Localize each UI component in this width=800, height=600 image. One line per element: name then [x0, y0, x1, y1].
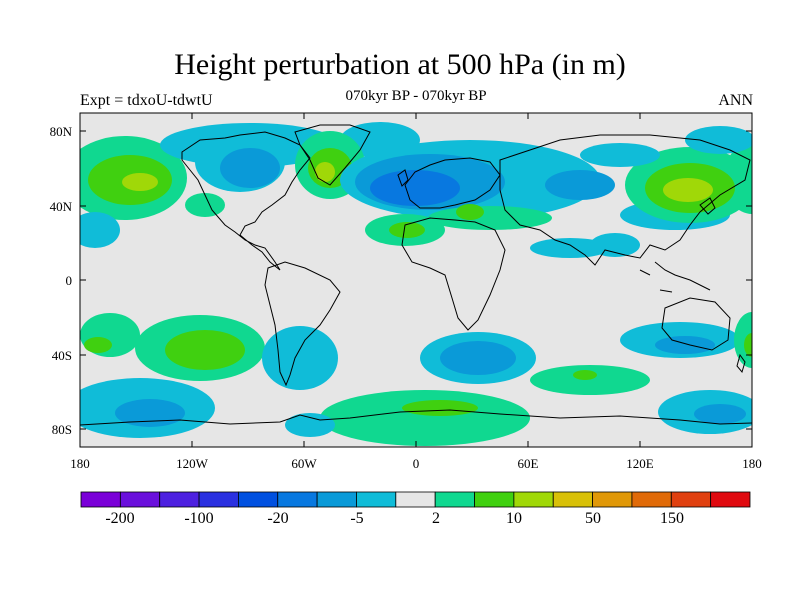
- colorbar-label: 2: [432, 510, 440, 527]
- coast-africa: [401, 217, 506, 331]
- colorbar-label: 50: [585, 510, 601, 527]
- x-tick-label: 180: [70, 456, 90, 471]
- anomaly-south-atlantic: [420, 332, 536, 384]
- anomaly-northeast-asia: [580, 126, 752, 223]
- anomaly-alaska: [185, 193, 225, 217]
- y-tick-label: 80N: [50, 124, 73, 139]
- colorbar-swatch: [434, 491, 475, 508]
- x-tick-label: 120E: [626, 456, 654, 471]
- coast-new-zealand: [736, 353, 746, 374]
- colorbar-swatch: [238, 491, 279, 508]
- experiment-label: Expt = tdxoU-tdwtU: [80, 92, 213, 109]
- coast-antarctica: [80, 409, 752, 426]
- plot-title: Height perturbation at 500 hPa (in m): [174, 48, 626, 81]
- anomaly-arctic-canada: [160, 122, 420, 192]
- coast-north-america: [181, 131, 311, 271]
- x-tick-label: 120W: [176, 456, 209, 471]
- colorbar-label: -20: [267, 510, 288, 527]
- y-tick-label: 80S: [52, 422, 72, 437]
- coast-southeast-asia: [639, 261, 711, 293]
- coast-uk: [397, 169, 409, 187]
- anomaly-north-africa: [365, 204, 552, 246]
- y-tick-label: 0: [66, 273, 73, 288]
- anomaly-north-atlantic: [340, 140, 730, 230]
- coast-asia: [499, 134, 751, 266]
- colorbar-label: -5: [350, 510, 363, 527]
- coast-europe: [404, 157, 501, 209]
- colorbar-label: 10: [506, 510, 522, 527]
- colorbar-swatch: [670, 491, 712, 508]
- anomaly-tropics: [530, 233, 640, 258]
- coast-greenland: [294, 124, 371, 186]
- colorbar-swatch: [80, 491, 121, 508]
- x-tick-label: 60W: [291, 456, 317, 471]
- colorbar-label: -100: [184, 510, 213, 527]
- coast-south-america: [264, 261, 341, 387]
- anomaly-south-america: [262, 326, 338, 390]
- coast-japan: [699, 197, 716, 215]
- colorbar-swatch: [592, 491, 633, 508]
- colorbar-swatch: [552, 491, 593, 508]
- contour-fields: [80, 122, 752, 446]
- colorbar-swatch: [356, 491, 397, 508]
- coastlines: [80, 124, 752, 426]
- colorbar-swatch: [316, 491, 357, 508]
- period-label: 070kyr BP - 070kyr BP: [345, 88, 487, 104]
- colorbar-swatch: [710, 491, 751, 508]
- colorbar-swatch: [159, 491, 200, 508]
- colorbar-swatch: [631, 491, 672, 508]
- colorbar-label: 150: [660, 510, 684, 527]
- colorbar-swatch: [277, 491, 318, 508]
- colorbar-swatch: [395, 491, 436, 508]
- colorbar: [80, 491, 751, 508]
- colorbar-swatch: [513, 491, 554, 508]
- coast-australia: [661, 297, 731, 351]
- tick-marks: [79, 113, 753, 447]
- colorbar-swatch: [474, 491, 515, 508]
- y-tick-label: 40N: [50, 199, 73, 214]
- y-tick-label: 40S: [52, 348, 72, 363]
- x-tick-label: 0: [413, 456, 420, 471]
- anomaly-south-indian: [530, 312, 752, 395]
- colorbar-swatch: [119, 491, 161, 508]
- colorbar-swatch: [198, 491, 239, 508]
- x-tick-label: 60E: [518, 456, 539, 471]
- season-label: ANN: [718, 92, 753, 109]
- anomaly-south-pacific: [80, 313, 265, 381]
- x-tick-label: 180: [742, 456, 762, 471]
- colorbar-label: -200: [105, 510, 134, 527]
